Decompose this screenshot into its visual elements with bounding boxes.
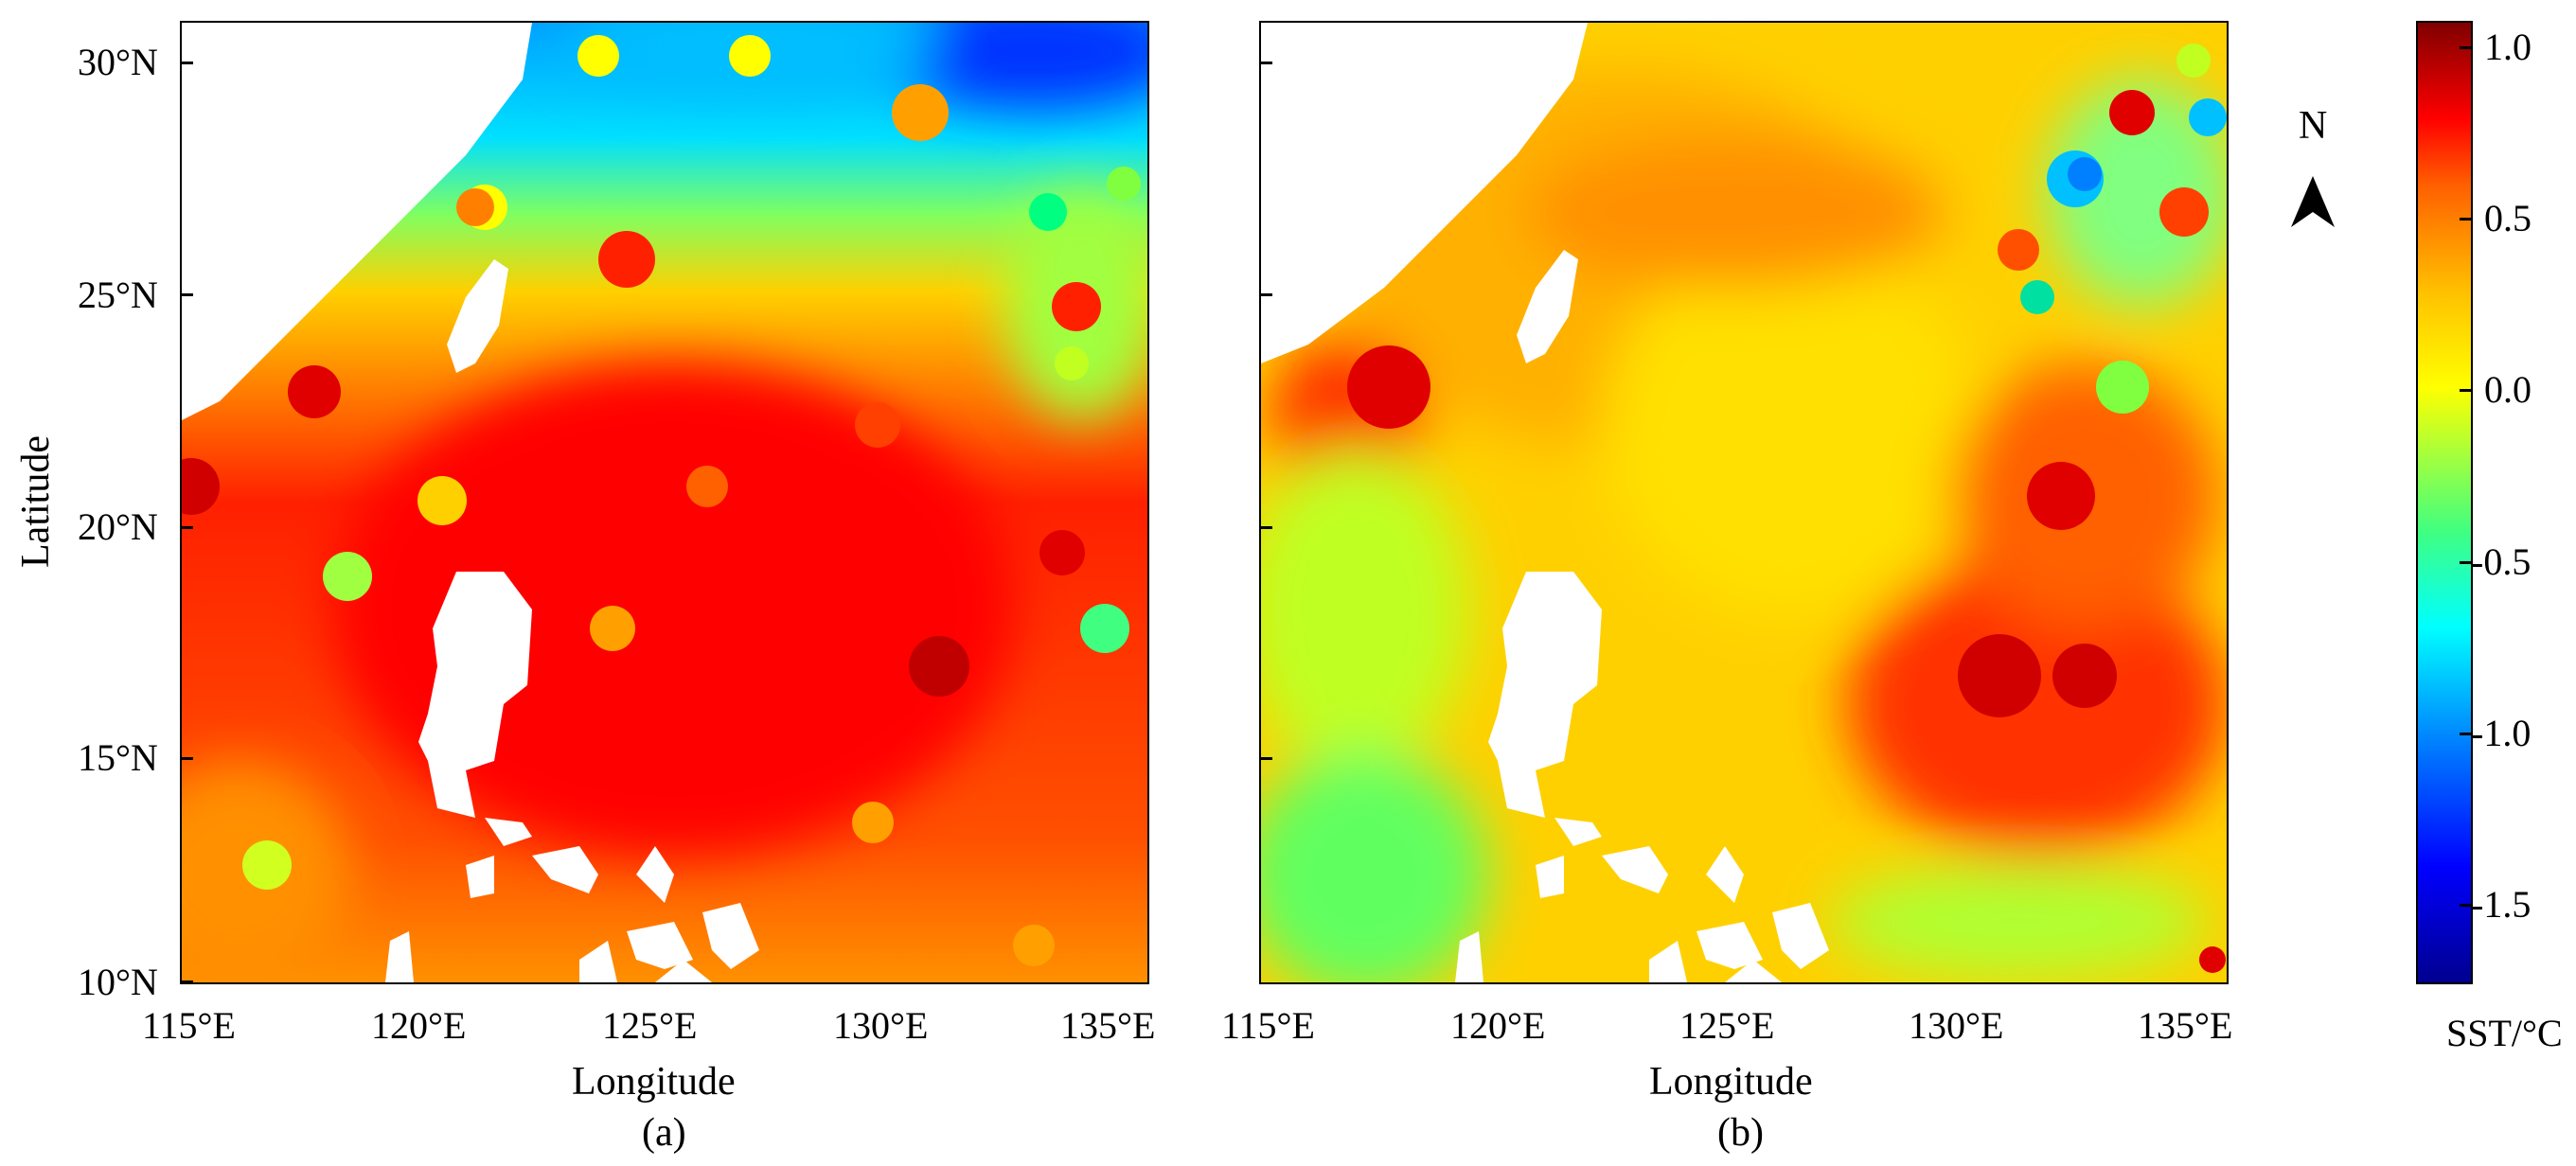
x-axis-title: Longitude: [1649, 1060, 1813, 1104]
y-tick-label: 15°N: [78, 736, 158, 779]
y-tick-mark: [180, 293, 193, 296]
anomaly-spots-b: [1347, 44, 2227, 973]
y-tick-mark: [180, 757, 193, 760]
colorbar-tick-label: 0.5: [2484, 197, 2532, 239]
colorbar-tick-label: -0.5: [2471, 540, 2532, 583]
map-panel-b: [1259, 21, 2229, 984]
y-tick-mark: [1259, 62, 1272, 64]
y-axis-title: Latitude: [14, 435, 58, 568]
x-tick-label: 115°E: [142, 1004, 236, 1047]
x-tick-label: 120°E: [1450, 1004, 1546, 1047]
colorbar-tick-mark: [2460, 733, 2473, 735]
y-tick-mark: [180, 980, 193, 983]
x-tick-label: 125°E: [1679, 1004, 1775, 1047]
colorbar-title: SST/°C: [2446, 1012, 2563, 1054]
colorbar-tick-mark: [2460, 389, 2473, 392]
x-tick-label: 120°E: [371, 1004, 467, 1047]
panel-label-a: (a): [642, 1111, 686, 1155]
y-tick-mark: [1259, 757, 1272, 760]
y-tick-label: 10°N: [78, 961, 158, 1003]
colorbar-tick-label: 1.0: [2484, 26, 2532, 68]
colorbar-tick-mark: [2460, 46, 2473, 49]
y-tick-mark: [180, 526, 193, 529]
y-tick-label: 20°N: [78, 505, 158, 548]
north-arrow-icon: [2291, 176, 2335, 227]
x-axis-title: Longitude: [572, 1060, 736, 1104]
x-tick-label: 135°E: [2138, 1004, 2233, 1047]
panel-label-b: (b): [1717, 1111, 1764, 1155]
x-tick-label: 115°E: [1221, 1004, 1315, 1047]
y-tick-mark: [1259, 293, 1272, 296]
colorbar-tick-label: -1.0: [2471, 712, 2532, 754]
y-tick-label: 30°N: [78, 41, 158, 83]
land-mask-b: [1261, 23, 1829, 982]
map-panel-a: [180, 21, 1149, 984]
x-tick-label: 130°E: [1909, 1004, 2004, 1047]
land-mask-a: [182, 23, 759, 982]
sst-field-b: [1261, 23, 2227, 982]
y-tick-mark: [180, 62, 193, 64]
x-tick-label: 130°E: [833, 1004, 929, 1047]
y-tick-mark: [1259, 526, 1272, 529]
colorbar-tick-label: -1.5: [2471, 883, 2532, 926]
anomaly-spots-a: [182, 35, 1141, 966]
x-tick-label: 125°E: [602, 1004, 698, 1047]
colorbar-tick-mark: [2460, 904, 2473, 907]
colorbar: [2416, 21, 2473, 984]
sst-field-a: [182, 23, 1147, 982]
colorbar-tick-mark: [2460, 218, 2473, 221]
y-tick-label: 25°N: [78, 274, 158, 316]
north-label: N: [2299, 104, 2328, 148]
colorbar-tick-mark: [2460, 561, 2473, 564]
colorbar-tick-label: 0.0: [2484, 368, 2532, 411]
x-tick-label: 135°E: [1060, 1004, 1156, 1047]
